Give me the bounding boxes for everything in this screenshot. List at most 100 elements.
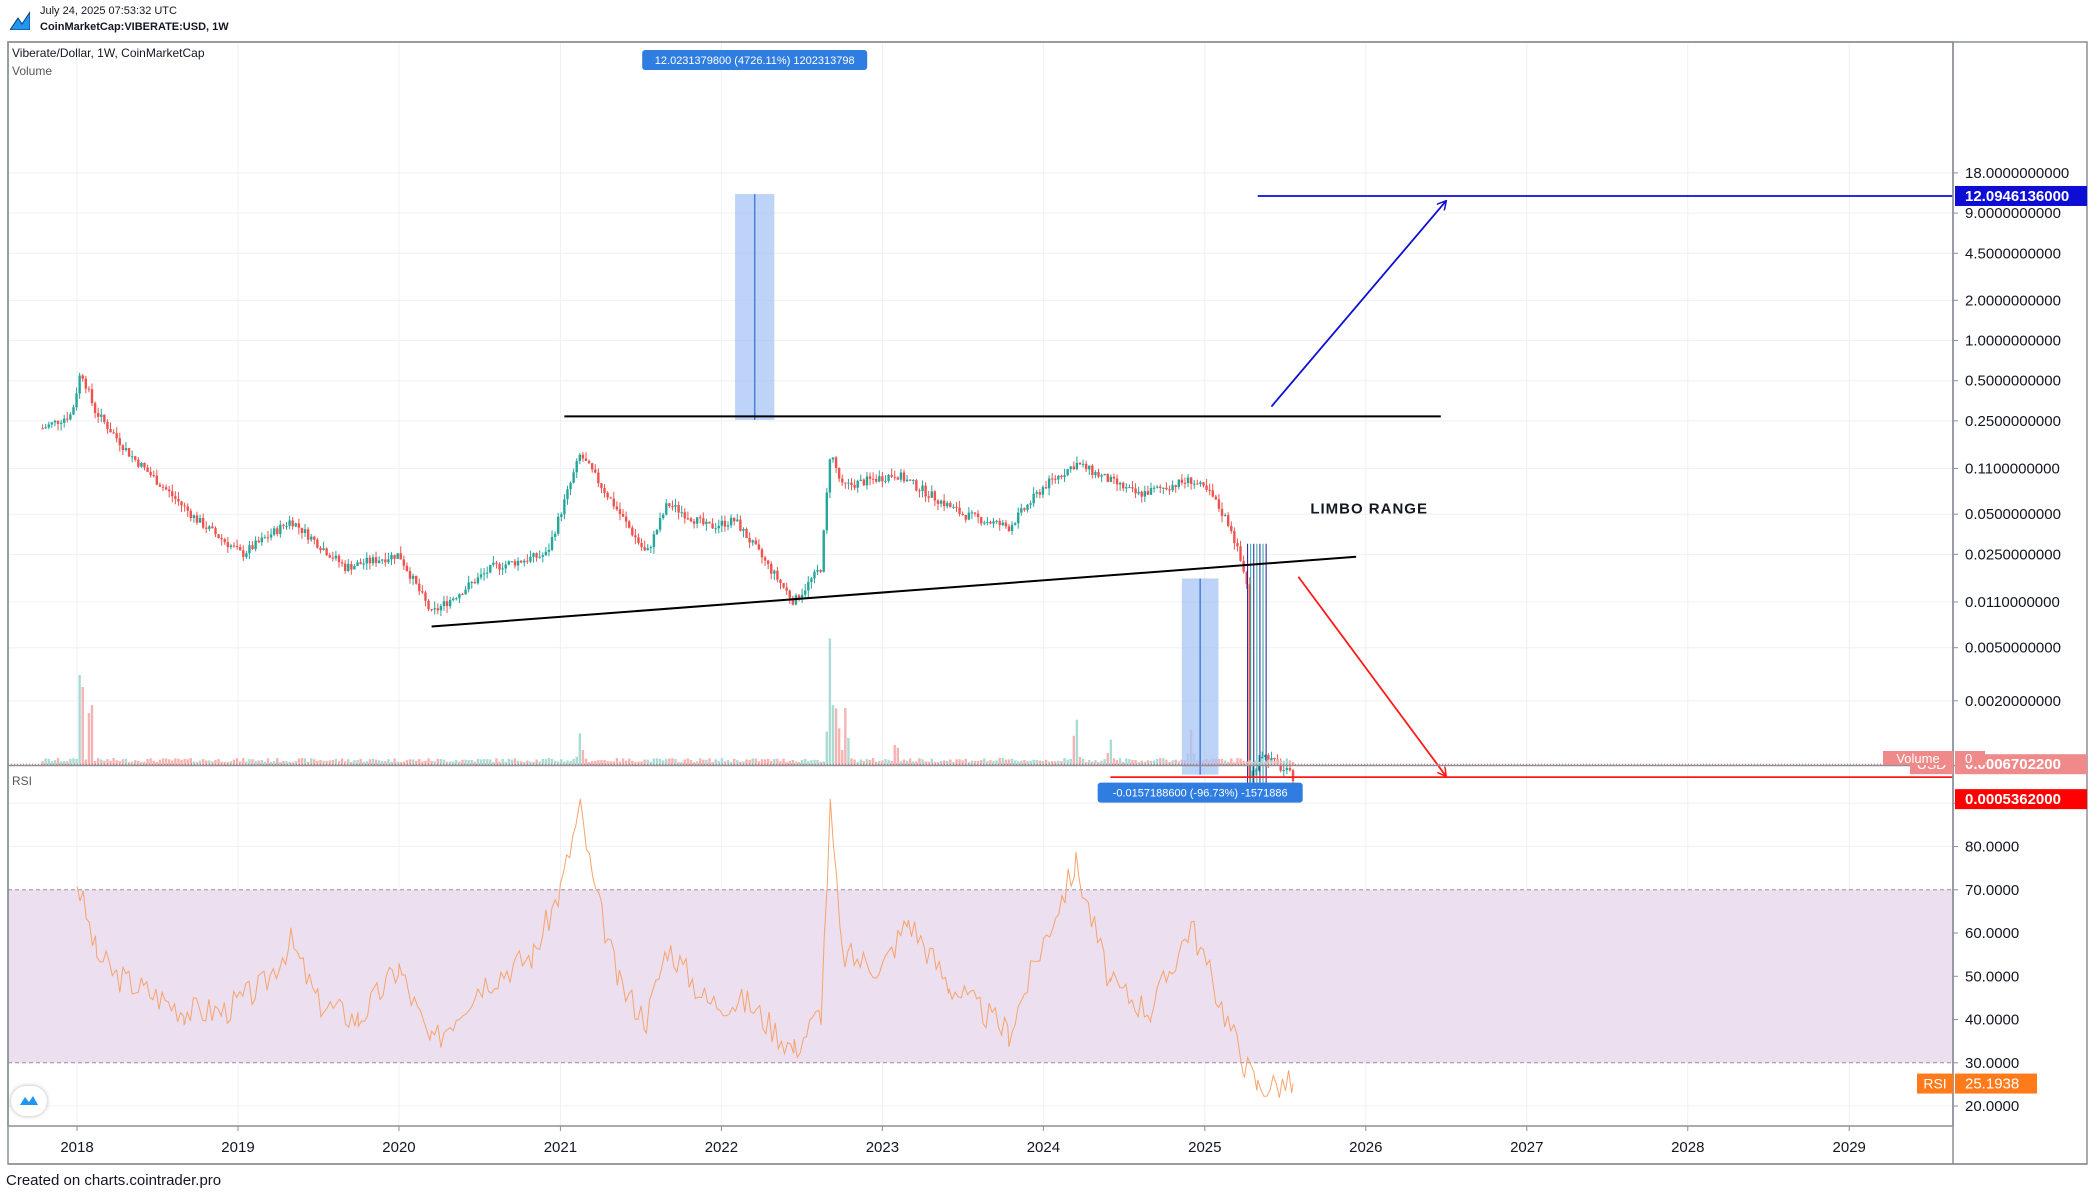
candle-body [220,538,223,540]
candle-body [418,583,421,592]
candle-body [390,554,393,560]
volume-bar [705,759,708,765]
volume-bar [736,760,739,765]
timestamp: July 24, 2025 07:53:32 UTC [40,5,177,17]
volume-bar [628,758,631,765]
volume-bar [717,761,720,765]
volume-bar [912,761,915,765]
volume-bar [359,758,362,765]
candle-body [195,515,199,523]
price-pane-title: Viberate/Dollar, 1W, CoinMarketCap [12,46,205,60]
candle-body [946,502,949,507]
candle-body [458,594,461,599]
candle-body [563,499,566,515]
volume-bar [498,761,501,765]
candle-body [699,517,702,519]
time-axis-label: 2021 [544,1139,577,1156]
volume-bar [1069,758,1072,765]
volume-bar [689,760,693,765]
tradingview-logo-button[interactable] [11,1086,47,1116]
rsi-axis-label: 20.0000 [1965,1098,2019,1115]
candle-body [933,491,937,501]
volume-bar [1125,758,1128,765]
candle-body [526,560,529,562]
candle-body [140,462,143,467]
candle-body [615,506,619,510]
candle-body [1202,482,1205,486]
candle-body [1242,560,1245,572]
volume-bar [272,761,276,765]
volume-bar [702,759,705,765]
volume-bar [1288,760,1292,765]
volume-bar [1047,761,1051,765]
volume-bar [1100,760,1103,765]
candle-body [844,482,847,484]
volume-bar [458,761,461,765]
volume-bar [59,761,63,765]
candle-body [1057,475,1060,480]
volume-bar [816,760,819,765]
volume-bar [924,761,927,765]
volume-bar [930,758,933,765]
candle-body [155,475,159,485]
volume-bar [1072,735,1076,765]
volume-bar [1017,761,1020,765]
candle-body [1094,472,1097,476]
volume-bar [804,758,807,765]
volume-bar [964,758,967,765]
price-axis-label: 0.0250000000 [1965,546,2061,563]
volume-bar [933,761,937,765]
price-chart[interactable]: 12.0231379800 (4726.11%) 1202313798 -0.01… [0,40,2091,1167]
volume-bar [856,762,859,765]
candle-body [374,557,378,563]
candle-body [646,548,649,551]
volume-bar [374,759,378,765]
candle-body [59,422,63,424]
volume-bar [1155,758,1159,765]
volume-bar [992,761,995,765]
candle-body [362,563,365,565]
candle-body [560,514,563,517]
volume-bar [1118,758,1122,765]
volume-bar [1078,757,1082,765]
candle-body [680,512,683,514]
candle-body [242,550,245,557]
volume-bar [220,761,223,765]
measure-label: -0.0157188600 (-96.73%) -1571886 [1113,788,1288,800]
volume-bar [668,758,671,765]
candle-body [1288,768,1292,771]
candle-body [535,553,538,558]
candle-body [1208,489,1211,491]
volume-bar [347,759,350,765]
volume-bar [149,758,152,765]
volume-bar [1109,739,1113,765]
rsi-axis-label: 50.0000 [1965,968,2019,985]
candle-body [192,515,196,519]
candle-body [1149,487,1153,495]
candle-body [949,502,952,508]
volume-bar [464,759,467,765]
price-axis-label: 0.1100000000 [1965,460,2060,477]
candle-body [47,424,50,428]
volume-bar [952,762,955,765]
volume-bar [986,761,989,765]
candle-body [1088,465,1091,470]
volume-bar [989,760,992,765]
volume-bar [516,760,520,765]
candle-body [353,566,356,570]
volume-bar [1051,761,1054,765]
volume-bar [560,759,563,765]
candle-body [217,534,220,539]
volume-bar [495,758,498,765]
candle-body [958,507,961,514]
candle-body [532,553,535,557]
volume-bar [189,758,192,765]
volume-bar [106,759,109,765]
volume-bar [1171,760,1174,765]
volume-tag-bg [1955,751,1985,765]
volume-bar [343,761,347,765]
candle-body [232,545,236,547]
candle-body [285,525,288,527]
volume-bar [538,761,541,765]
rsi-tag-prefix: RSI [1923,1076,1946,1092]
